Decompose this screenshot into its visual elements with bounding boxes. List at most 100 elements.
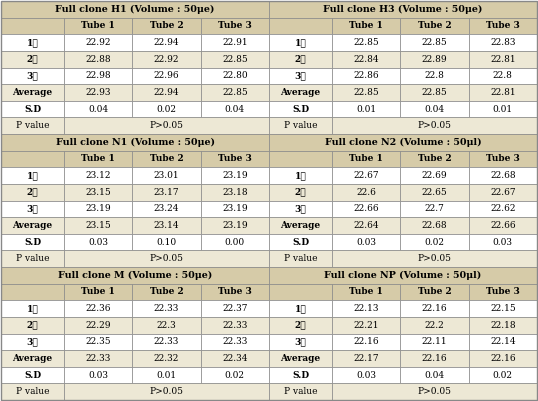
Bar: [332, 284, 400, 300]
Bar: [400, 317, 469, 334]
Text: 23.19: 23.19: [222, 171, 247, 180]
Text: P>0.05: P>0.05: [150, 254, 183, 263]
Bar: [269, 184, 332, 200]
Bar: [132, 51, 201, 67]
Bar: [400, 200, 469, 217]
Text: 0.03: 0.03: [356, 237, 376, 247]
Bar: [132, 350, 201, 367]
Text: 22.35: 22.35: [86, 337, 111, 346]
Text: 22.91: 22.91: [222, 38, 247, 47]
Text: 22.94: 22.94: [154, 88, 179, 97]
Bar: [64, 334, 132, 350]
Bar: [64, 67, 132, 84]
Bar: [132, 200, 201, 217]
Bar: [269, 51, 332, 67]
Bar: [332, 184, 400, 200]
Text: 22.80: 22.80: [222, 71, 247, 80]
Bar: [400, 184, 469, 200]
Text: P value: P value: [16, 121, 49, 130]
Text: 23.01: 23.01: [154, 171, 179, 180]
Bar: [1, 217, 64, 234]
Bar: [132, 101, 201, 117]
Text: 1회: 1회: [295, 171, 306, 180]
Bar: [1, 300, 64, 317]
Bar: [269, 350, 332, 367]
Bar: [201, 367, 269, 383]
Bar: [400, 334, 469, 350]
Text: Tube 1: Tube 1: [81, 288, 115, 296]
Bar: [201, 234, 269, 250]
Text: Full clone M (Volume : 50μe): Full clone M (Volume : 50μe): [58, 271, 212, 280]
Text: Tube 1: Tube 1: [81, 21, 115, 30]
Text: 22.2: 22.2: [424, 321, 444, 330]
Text: 1회: 1회: [26, 171, 38, 180]
Text: 22.33: 22.33: [154, 304, 179, 313]
Bar: [400, 367, 469, 383]
Bar: [64, 200, 132, 217]
Text: 22.98: 22.98: [86, 71, 111, 80]
Bar: [469, 350, 537, 367]
Bar: [400, 101, 469, 117]
Text: 22.85: 22.85: [422, 38, 448, 47]
Text: Tube 1: Tube 1: [349, 288, 383, 296]
Bar: [64, 300, 132, 317]
Text: 0.02: 0.02: [424, 237, 444, 247]
Bar: [201, 350, 269, 367]
Bar: [1, 84, 64, 101]
Text: 1회: 1회: [26, 38, 38, 47]
Bar: [469, 300, 537, 317]
Text: 2회: 2회: [295, 55, 306, 64]
Text: Tube 3: Tube 3: [486, 21, 520, 30]
Text: 22.65: 22.65: [422, 188, 448, 196]
Text: 3회: 3회: [295, 71, 306, 80]
Text: Average: Average: [12, 354, 53, 363]
Bar: [269, 1, 537, 18]
Bar: [132, 84, 201, 101]
Bar: [201, 101, 269, 117]
Text: 0.04: 0.04: [225, 105, 245, 113]
Bar: [201, 67, 269, 84]
Text: 0.01: 0.01: [493, 105, 513, 113]
Bar: [64, 101, 132, 117]
Bar: [269, 67, 332, 84]
Bar: [469, 167, 537, 184]
Bar: [1, 167, 64, 184]
Text: Average: Average: [12, 88, 53, 97]
Bar: [201, 217, 269, 234]
Text: 22.6: 22.6: [356, 188, 376, 196]
Bar: [469, 151, 537, 167]
Bar: [64, 184, 132, 200]
Text: 22.85: 22.85: [422, 88, 448, 97]
Text: 22.85: 22.85: [353, 88, 379, 97]
Bar: [132, 317, 201, 334]
Bar: [201, 334, 269, 350]
Text: Average: Average: [280, 354, 321, 363]
Text: Tube 3: Tube 3: [486, 288, 520, 296]
Text: 22.33: 22.33: [154, 337, 179, 346]
Bar: [201, 51, 269, 67]
Bar: [269, 84, 332, 101]
Text: 1회: 1회: [295, 38, 306, 47]
Bar: [64, 151, 132, 167]
Text: 0.02: 0.02: [225, 371, 245, 380]
Bar: [332, 67, 400, 84]
Bar: [400, 51, 469, 67]
Bar: [1, 1, 269, 18]
Text: 22.18: 22.18: [490, 321, 515, 330]
Bar: [469, 234, 537, 250]
Text: Tube 2: Tube 2: [417, 154, 451, 164]
Text: 22.66: 22.66: [353, 205, 379, 213]
Text: P value: P value: [284, 254, 317, 263]
Bar: [1, 367, 64, 383]
Bar: [332, 84, 400, 101]
Bar: [201, 184, 269, 200]
Text: P>0.05: P>0.05: [417, 254, 451, 263]
Bar: [64, 284, 132, 300]
Bar: [64, 350, 132, 367]
Text: 22.16: 22.16: [422, 304, 447, 313]
Bar: [1, 284, 64, 300]
Bar: [400, 151, 469, 167]
Bar: [269, 234, 332, 250]
Text: Tube 3: Tube 3: [218, 21, 252, 30]
Text: P>0.05: P>0.05: [417, 121, 451, 130]
